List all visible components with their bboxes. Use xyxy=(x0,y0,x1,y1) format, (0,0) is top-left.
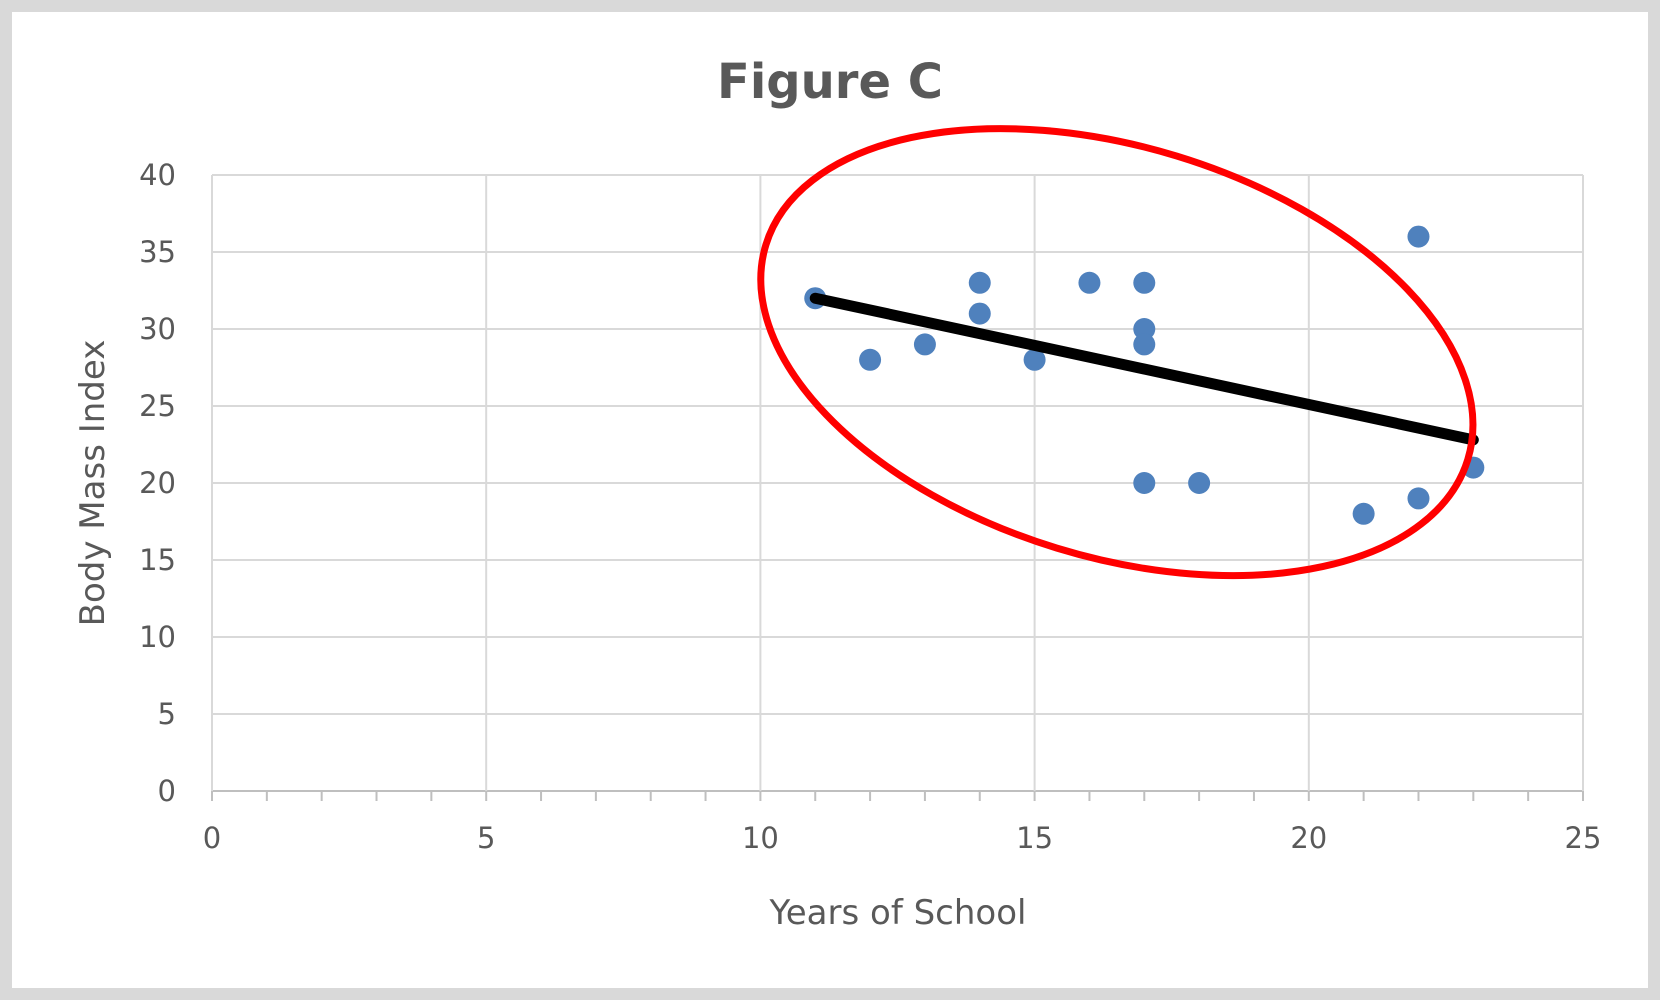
data-point xyxy=(1407,225,1430,248)
y-axis-title: Body Mass Index xyxy=(73,340,113,627)
data-point xyxy=(1352,502,1375,525)
data-point xyxy=(1078,271,1101,294)
x-tick-label: 20 xyxy=(1290,821,1327,855)
data-point xyxy=(968,271,991,294)
annotations xyxy=(757,125,1479,580)
y-tick-label: 35 xyxy=(139,235,176,269)
data-point xyxy=(1133,318,1156,340)
highlight-ellipse xyxy=(757,125,1477,580)
x-tick-label: 5 xyxy=(477,821,495,855)
y-tick-label: 25 xyxy=(139,389,176,423)
x-tick-label: 25 xyxy=(1565,821,1602,855)
x-tick-label: 0 xyxy=(203,821,221,855)
data-point xyxy=(1133,472,1156,494)
y-tick-label: 15 xyxy=(139,543,176,577)
y-tick-label: 30 xyxy=(139,312,176,346)
data-point xyxy=(1133,271,1156,294)
data-point xyxy=(913,333,936,356)
data-point xyxy=(968,302,991,325)
chart-title: Figure C xyxy=(717,54,943,110)
y-tick-label: 40 xyxy=(139,158,176,192)
y-tick-label: 20 xyxy=(139,466,176,500)
data-point xyxy=(1133,333,1156,356)
x-tick-label: 10 xyxy=(742,821,779,855)
y-tick-label: 5 xyxy=(158,697,176,731)
trendline xyxy=(809,292,1479,446)
x-axis-title: Years of School xyxy=(769,893,1027,933)
x-tick-label: 15 xyxy=(1016,821,1053,855)
data-point xyxy=(1407,487,1430,510)
tick-labels: 0 5 10 15 20 25 30 35 40 0 5 10 15 20 25 xyxy=(139,158,1601,855)
y-tick-label: 10 xyxy=(139,620,176,654)
y-tick-label: 0 xyxy=(158,774,176,808)
data-point xyxy=(1188,472,1211,494)
data-point xyxy=(1023,348,1046,371)
data-points xyxy=(804,225,1485,525)
gridlines xyxy=(211,174,1584,801)
data-point xyxy=(859,348,882,371)
